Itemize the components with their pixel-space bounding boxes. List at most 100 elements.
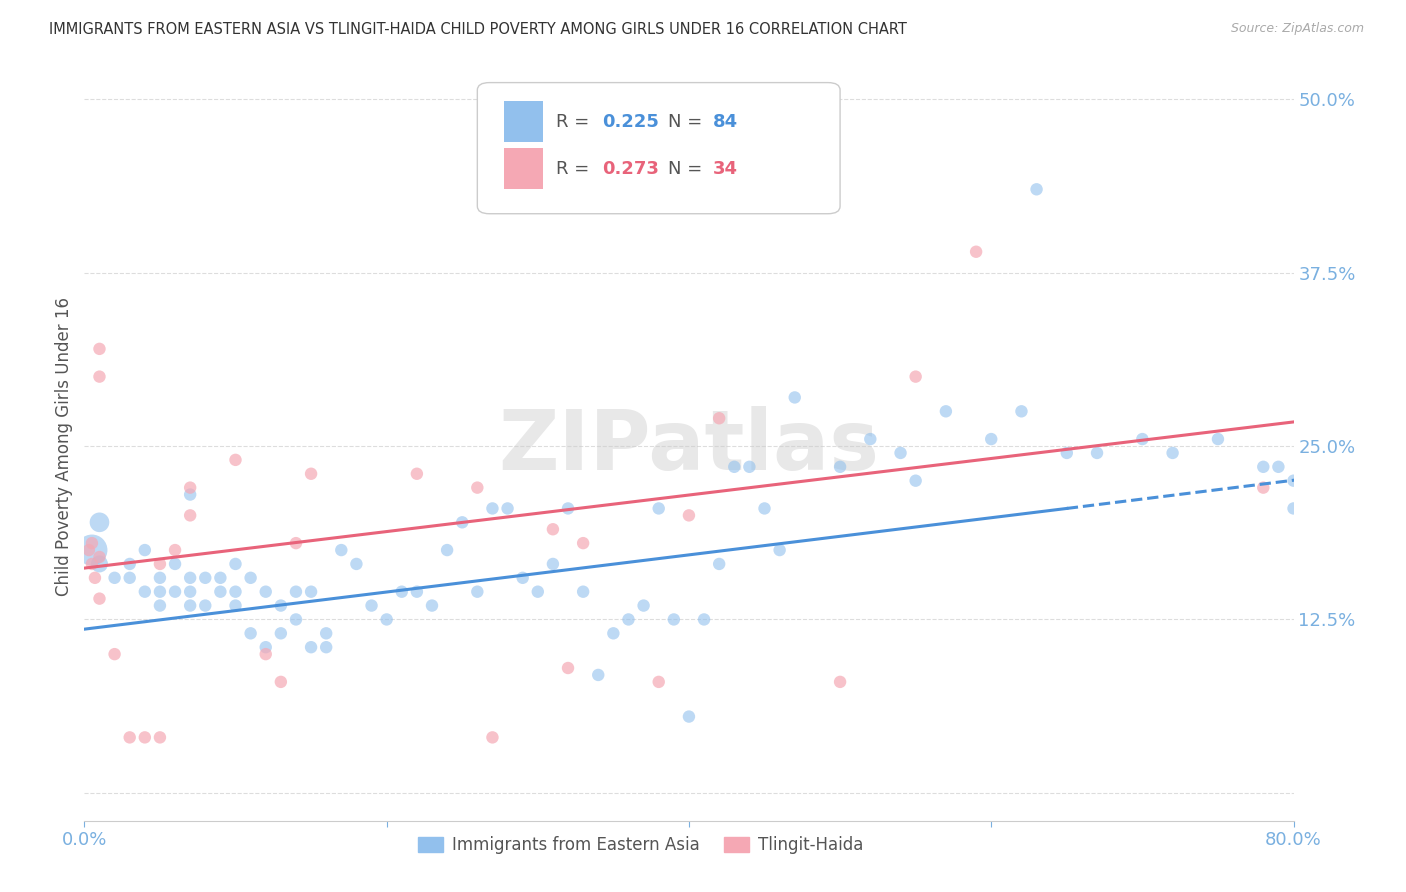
Point [738,459,761,474]
Point [436,543,458,558]
Point [104,647,127,661]
Point [617,612,640,626]
Point [299,640,322,655]
Point [315,626,337,640]
Point [1282,501,1305,516]
Point [179,481,201,495]
Point [965,244,987,259]
Point [149,571,172,585]
Point [209,584,232,599]
Point [648,501,671,516]
Point [179,599,201,613]
Point [406,467,429,481]
Point [678,709,700,723]
Point [572,584,595,599]
Point [80,557,103,571]
Point [1206,432,1229,446]
Point [693,612,716,626]
Point [179,487,201,501]
Point [980,432,1002,446]
Point [89,369,111,384]
Point [467,584,489,599]
Text: N =: N = [668,112,709,130]
Point [239,571,262,585]
Point [165,543,187,558]
Point [602,626,624,640]
Point [165,557,187,571]
Point [420,599,443,613]
Point [285,536,308,550]
Bar [503,148,543,189]
Bar [503,101,543,142]
Point [225,453,247,467]
Point [467,481,489,495]
Point [285,612,308,626]
Point [723,459,745,474]
Point [572,536,595,550]
Point [149,731,172,745]
Point [859,432,882,446]
Point [709,557,731,571]
Text: R =: R = [555,160,595,178]
Point [194,571,217,585]
Point [104,571,127,585]
Point [527,584,550,599]
Point [830,459,852,474]
Text: R =: R = [555,112,595,130]
Point [149,557,172,571]
Point [118,557,141,571]
Point [225,599,247,613]
Point [209,571,232,585]
Text: IMMIGRANTS FROM EASTERN ASIA VS TLINGIT-HAIDA CHILD POVERTY AMONG GIRLS UNDER 16: IMMIGRANTS FROM EASTERN ASIA VS TLINGIT-… [49,22,907,37]
Point [346,557,368,571]
Point [179,571,201,585]
Point [270,599,292,613]
Point [315,640,337,655]
Point [633,599,655,613]
Point [360,599,382,613]
Point [754,501,776,516]
Point [89,516,111,530]
Point [1161,446,1184,460]
Point [179,508,201,523]
Point [1130,432,1153,446]
Point [254,647,277,661]
Point [557,501,579,516]
Point [225,557,247,571]
Point [541,522,564,536]
Point [89,591,111,606]
Point [149,599,172,613]
Point [783,391,806,405]
Point [648,674,671,689]
Point [254,640,277,655]
Point [481,501,503,516]
Point [118,571,141,585]
Point [830,674,852,689]
Point [557,661,579,675]
Point [285,584,308,599]
Point [481,731,503,745]
Point [391,584,413,599]
Legend: Immigrants from Eastern Asia, Tlingit-Haida: Immigrants from Eastern Asia, Tlingit-Ha… [412,830,870,861]
Point [80,536,103,550]
Point [904,369,927,384]
Point [254,584,277,599]
Point [890,446,912,460]
Y-axis label: Child Poverty Among Girls Under 16: Child Poverty Among Girls Under 16 [55,296,73,596]
Text: 84: 84 [713,112,738,130]
Point [512,571,534,585]
Text: ZIPatlas: ZIPatlas [499,406,879,486]
Point [134,584,156,599]
Text: 34: 34 [713,160,738,178]
Point [89,549,111,564]
Point [662,612,685,626]
Point [77,543,100,558]
Point [89,342,111,356]
Point [89,557,111,571]
Point [225,584,247,599]
Point [1056,446,1078,460]
Text: 0.273: 0.273 [602,160,659,178]
Point [406,584,429,599]
Point [80,543,103,558]
Point [1253,481,1275,495]
